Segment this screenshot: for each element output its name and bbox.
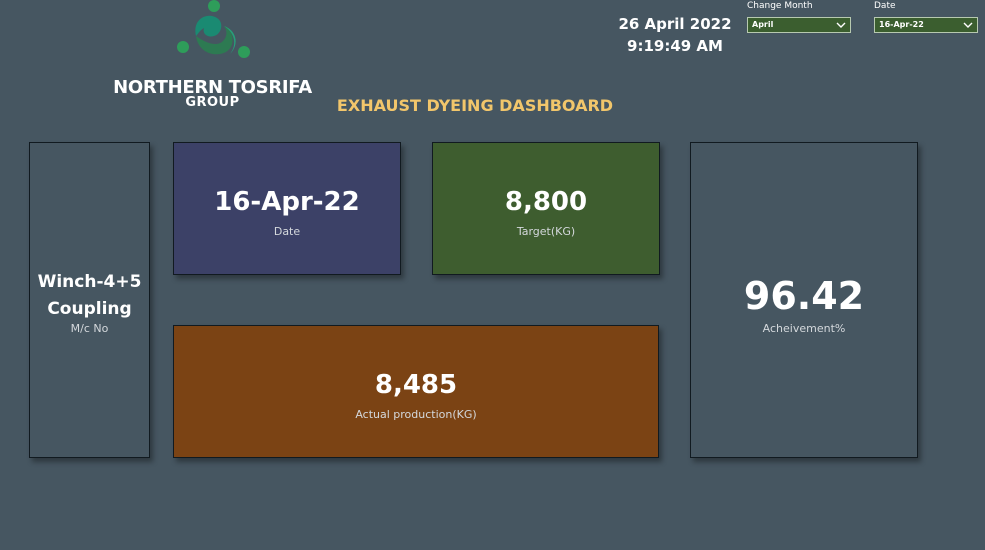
machine-value: Winch-4+5 Coupling xyxy=(37,272,142,319)
month-slicer-label: Change Month xyxy=(747,1,813,11)
company-logo: NORTHERN TOSRIFA GROUP xyxy=(110,0,315,118)
actual-production-label: Actual production(KG) xyxy=(355,408,477,421)
date-label: Date xyxy=(273,225,301,238)
achievement-value: 96.42 xyxy=(743,274,865,318)
company-logo-icon xyxy=(177,0,250,58)
date-dropdown[interactable]: 16-Apr-22 xyxy=(874,17,978,33)
date-slicer: Date 16-Apr-22 xyxy=(874,1,978,33)
dashboard-title: EXHAUST DYEING DASHBOARD xyxy=(336,96,614,115)
achievement-card: 96.42 Acheivement% xyxy=(690,142,918,458)
month-slicer: Change Month April xyxy=(747,1,851,33)
company-name: NORTHERN TOSRIFA xyxy=(113,77,312,98)
date-slicer-label: Date xyxy=(874,1,896,11)
company-subtitle: GROUP xyxy=(185,95,240,110)
machine-card: Winch-4+5 Coupling M/c No xyxy=(29,142,150,458)
achievement-label: Acheivement% xyxy=(762,322,846,335)
date-dropdown-value: 16-Apr-22 xyxy=(879,20,924,29)
current-datetime: 26 April 2022 9:19:49 AM xyxy=(605,13,745,57)
current-time: 9:19:49 AM xyxy=(627,37,723,55)
month-dropdown[interactable]: April xyxy=(747,17,851,33)
date-value: 16-Apr-22 xyxy=(214,187,360,217)
target-label: Target(KG) xyxy=(516,225,576,238)
chevron-down-icon xyxy=(836,22,846,28)
machine-label: M/c No xyxy=(70,322,109,335)
actual-production-value: 8,485 xyxy=(374,370,458,400)
target-card: 8,800 Target(KG) xyxy=(432,142,660,275)
month-dropdown-value: April xyxy=(752,20,774,29)
target-value: 8,800 xyxy=(504,187,588,217)
chevron-down-icon xyxy=(963,22,973,28)
date-card: 16-Apr-22 Date xyxy=(173,142,401,275)
current-date: 26 April 2022 xyxy=(618,15,732,33)
actual-production-card: 8,485 Actual production(KG) xyxy=(173,325,659,458)
